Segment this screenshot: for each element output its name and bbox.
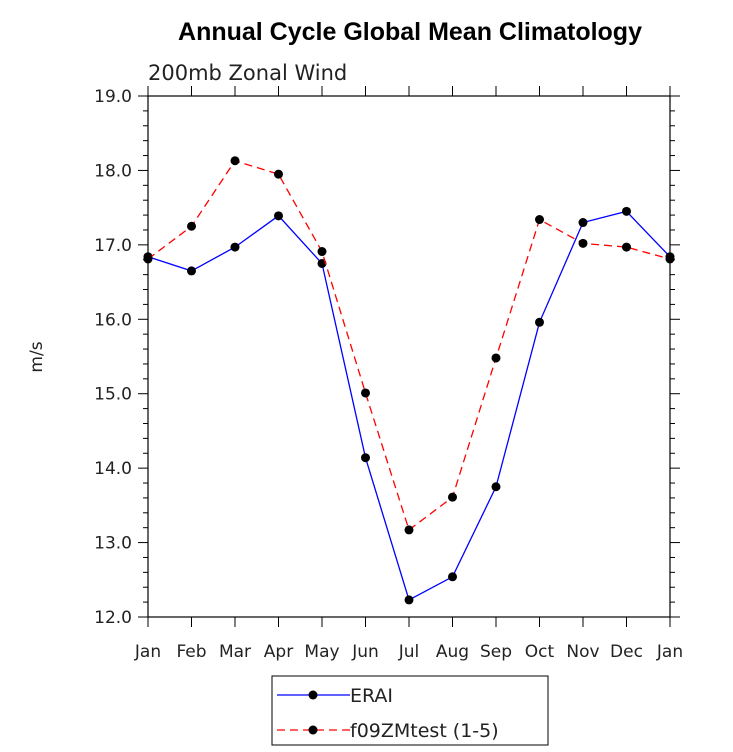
x-tick-label: Jun <box>351 642 379 662</box>
data-point <box>361 453 370 463</box>
x-tick-label: Sep <box>480 642 512 662</box>
x-tick-label: Feb <box>176 642 206 662</box>
data-point <box>230 156 240 166</box>
data-point <box>274 169 283 179</box>
data-point <box>317 247 327 257</box>
data-point <box>622 206 631 216</box>
y-tick-label: 13.0 <box>94 534 132 554</box>
x-tick-label: Apr <box>264 642 293 662</box>
data-point <box>187 221 196 231</box>
data-point <box>491 353 501 363</box>
y-tick-label: 12.0 <box>94 608 132 628</box>
y-tick-label: 19.0 <box>94 87 132 107</box>
x-tick-label: Jan <box>656 642 683 662</box>
data-point <box>535 317 544 327</box>
legend: ERAI f09ZMtest (1-5) <box>271 675 549 746</box>
series-line <box>147 160 671 531</box>
y-tick-label: 18.0 <box>94 161 132 181</box>
series-layer <box>143 156 675 605</box>
data-point <box>578 238 588 248</box>
y-tick-label: 15.0 <box>94 385 132 405</box>
x-tick-label: May <box>304 642 339 662</box>
data-point <box>491 482 501 492</box>
x-tick-labels: Jan Feb Mar Apr May Jun Jul Aug Sep Oct Nov Dec Jan <box>134 642 683 662</box>
legend-label: f09ZMtest (1-5) <box>350 720 499 742</box>
x-tick-label: Nov <box>566 642 599 662</box>
x-tick-label: Mar <box>219 642 251 662</box>
y-axis-label: m/s <box>27 341 47 372</box>
data-point <box>448 572 457 582</box>
legend-box <box>271 675 549 746</box>
y-tick-label: 16.0 <box>94 310 132 330</box>
data-point <box>665 254 675 264</box>
legend-marker <box>308 690 318 700</box>
data-point <box>143 254 153 264</box>
data-point <box>578 218 588 228</box>
chart-subtitle: 200mb Zonal Wind <box>148 61 347 85</box>
y-tick-label: 17.0 <box>94 236 132 256</box>
y-tick-label: 14.0 <box>94 459 132 479</box>
y-tick-labels: 12.0 13.0 14.0 15.0 16.0 17.0 18.0 19.0 <box>94 87 132 628</box>
chart-title: Annual Cycle Global Mean Climatology <box>178 18 642 46</box>
legend-label: ERAI <box>350 685 393 707</box>
x-tick-label: Jul <box>398 642 420 662</box>
data-point <box>317 258 327 268</box>
legend-marker <box>308 725 318 735</box>
data-point <box>274 211 283 221</box>
data-point <box>230 242 240 252</box>
data-point <box>535 215 544 225</box>
data-point <box>448 492 457 502</box>
x-tick-label: Aug <box>436 642 469 662</box>
x-tick-label: Oct <box>525 642 555 662</box>
data-point <box>404 595 414 605</box>
data-point <box>404 525 414 535</box>
x-tick-label: Dec <box>610 642 643 662</box>
series-line <box>147 210 671 601</box>
data-point <box>187 266 196 276</box>
x-tick-label: Jan <box>134 642 161 662</box>
axis-ticks <box>138 86 680 627</box>
data-point <box>361 388 370 398</box>
data-point <box>622 242 631 252</box>
